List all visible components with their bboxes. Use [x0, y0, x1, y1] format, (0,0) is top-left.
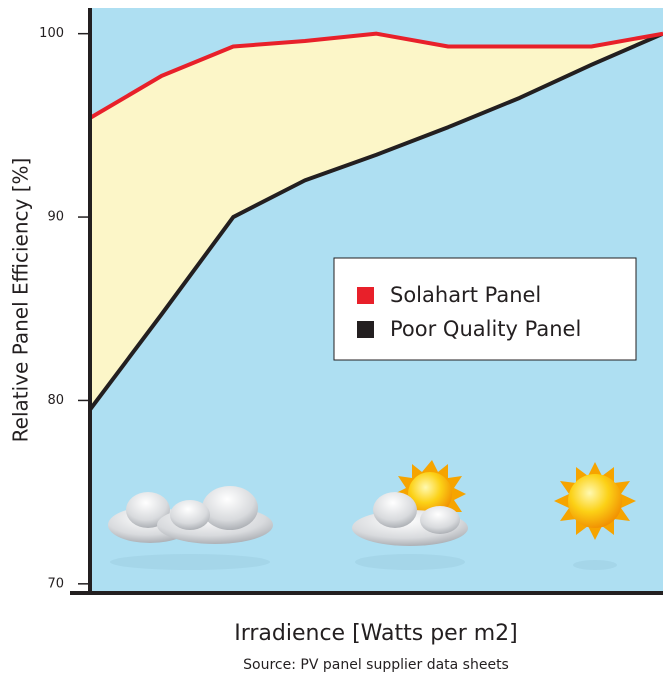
y-tick-label: 100 [39, 26, 64, 41]
legend: Solahart Panel Poor Quality Panel [357, 283, 581, 341]
legend-swatch [357, 287, 374, 304]
line-series [88, 31, 663, 411]
sun [554, 462, 636, 570]
y-tick-label: 90 [47, 210, 64, 225]
legend-label: Poor Quality Panel [390, 317, 581, 341]
weather-icons [108, 460, 636, 570]
y-axis-label: Relative Panel Efficiency [%] [9, 158, 33, 443]
y-tick-label: 80 [47, 393, 64, 408]
sun-cloud [352, 460, 468, 570]
line-series [88, 31, 663, 120]
source-note: Source: PV panel supplier data sheets [243, 657, 509, 673]
legend-label: Solahart Panel [390, 283, 541, 307]
legend-swatch [357, 321, 374, 338]
fill-between [90, 33, 663, 410]
x-axis-label: Irradience [Watts per m2] [234, 621, 518, 646]
legend-box [333, 257, 637, 361]
cloud [108, 486, 273, 570]
y-tick-label: 70 [47, 576, 64, 591]
plot-layer [88, 31, 663, 411]
